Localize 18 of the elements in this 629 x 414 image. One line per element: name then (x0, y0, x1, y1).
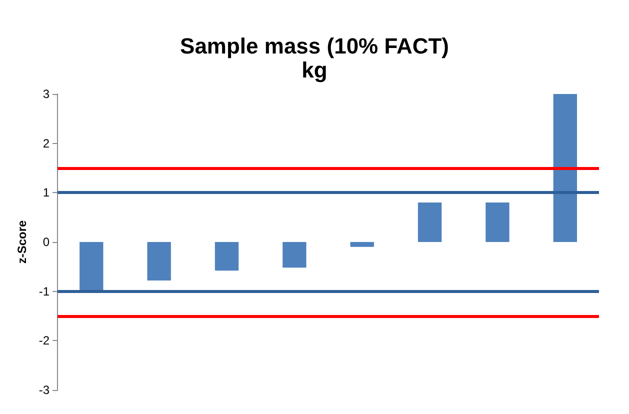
bar (350, 242, 374, 247)
bar (553, 94, 578, 242)
chart-title: Sample mass (10% FACT) (180, 34, 449, 58)
y-tick-label: 2 (42, 136, 50, 150)
y-tick-label: 0 (42, 235, 50, 249)
bar (80, 242, 104, 292)
y-tick-label: -2 (38, 334, 50, 348)
y-tick-label: -3 (38, 383, 50, 397)
y-tick-label: 1 (42, 186, 50, 200)
bar (282, 242, 306, 268)
bar (214, 242, 239, 271)
chart-subtitle: kg (302, 58, 328, 82)
bar (418, 202, 442, 242)
bar (147, 242, 171, 280)
y-tick-label: -1 (38, 284, 50, 298)
bar (486, 202, 510, 242)
y-tick-label: 3 (42, 87, 50, 101)
y-axis-title: z-Score (15, 220, 29, 264)
